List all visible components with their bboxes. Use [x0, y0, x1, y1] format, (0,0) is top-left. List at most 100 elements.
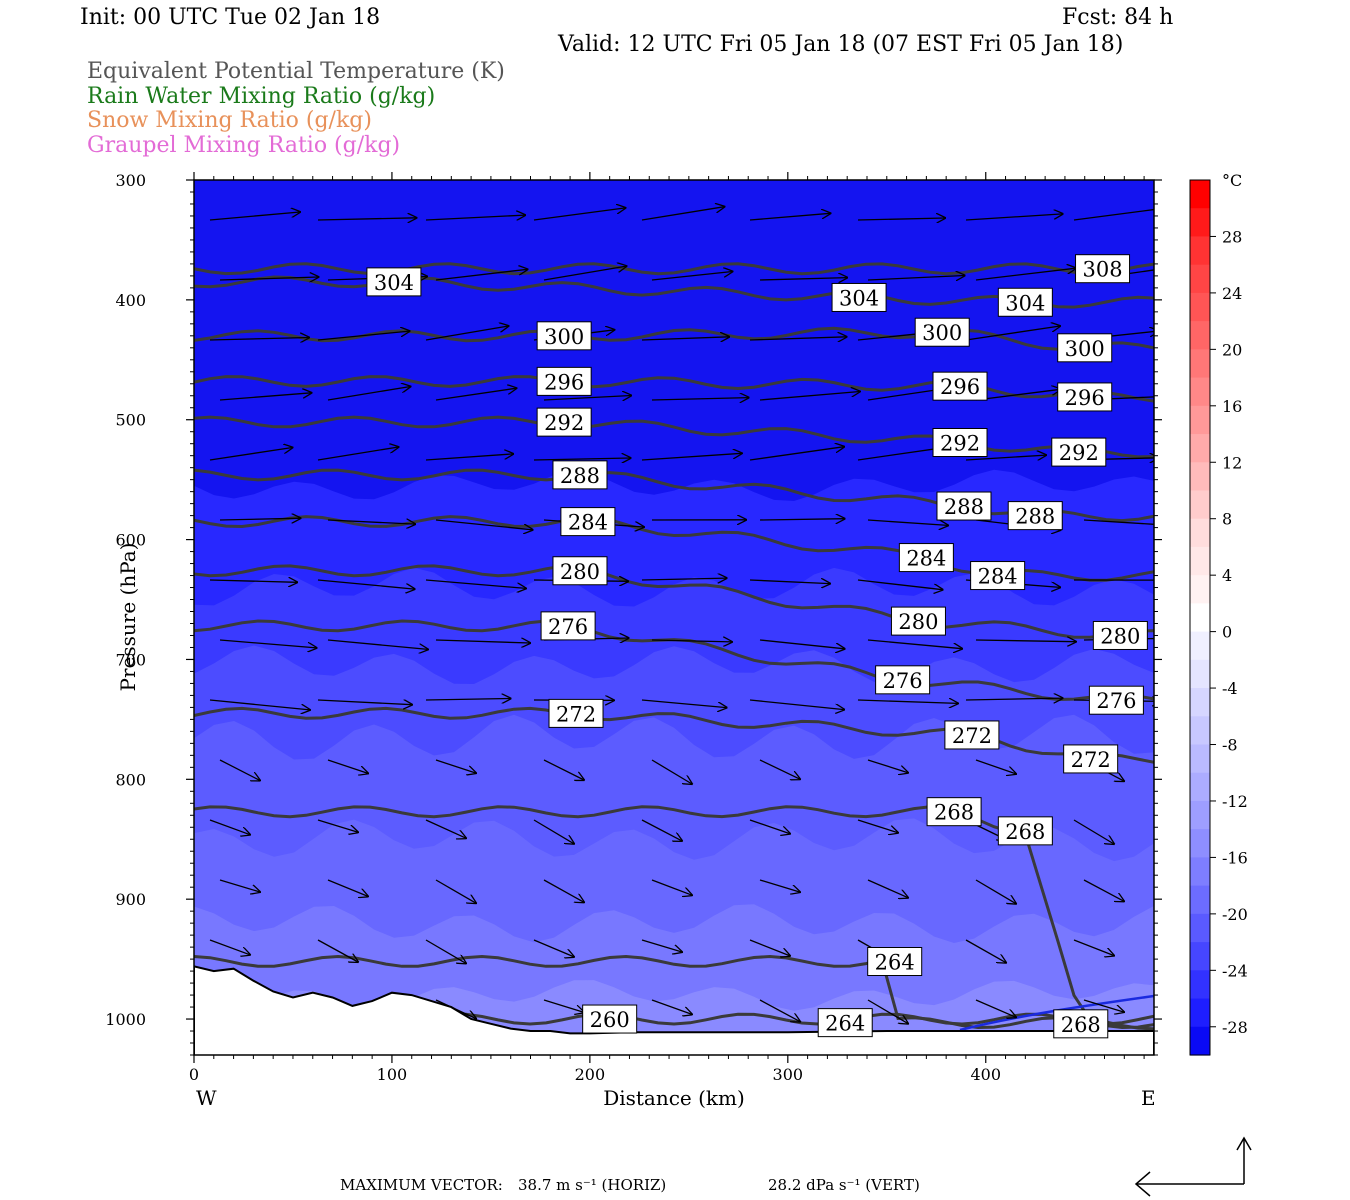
wind-vector — [435, 640, 530, 643]
plot-frame — [193, 179, 1155, 1056]
colorbar-swatch — [1190, 659, 1210, 689]
wind-vector — [543, 879, 584, 902]
colorbar-tick-label: -8 — [1222, 736, 1238, 755]
y-tick-label: 800 — [115, 770, 146, 789]
svg-text:308: 308 — [1082, 258, 1122, 282]
contour-label-300: 300 — [914, 317, 970, 347]
wind-vector — [1083, 999, 1124, 1012]
x-tick-label: 400 — [970, 1065, 1001, 1084]
colorbar-tick-label: 4 — [1222, 566, 1232, 585]
colorbar-swatch — [1190, 321, 1210, 350]
x-tick-label: 300 — [773, 1065, 804, 1084]
wind-vector — [209, 338, 309, 341]
svg-text:304: 304 — [374, 271, 414, 295]
contour-label-296: 296 — [932, 371, 988, 401]
colorbar-swatch — [1190, 913, 1210, 943]
colorbar-swatch — [1190, 772, 1210, 802]
wind-vector — [425, 454, 513, 461]
wind-vector — [209, 699, 310, 710]
wind-vector — [651, 640, 732, 642]
svg-text:300: 300 — [922, 321, 962, 345]
wind-vector — [209, 819, 250, 835]
svg-text:292: 292 — [544, 411, 584, 435]
wind-vector — [533, 458, 631, 460]
contour-label-276: 276 — [875, 665, 931, 695]
wind-vector — [219, 879, 260, 892]
max-vector-vert: 28.2 dPa s⁻¹ (VERT) — [768, 1176, 920, 1194]
wind-vector — [317, 331, 409, 341]
wind-vector — [857, 700, 958, 703]
svg-text:292: 292 — [1059, 441, 1099, 465]
wind-vector — [543, 266, 626, 281]
wind-vector — [425, 215, 525, 221]
wind-vector — [867, 999, 908, 1024]
wind-vector — [749, 447, 844, 461]
contour-label-288: 288 — [552, 460, 608, 490]
contour-label-284: 284 — [970, 561, 1026, 591]
wind-vector — [317, 579, 415, 589]
svg-text:304: 304 — [1005, 291, 1045, 315]
wind-vector — [857, 579, 943, 590]
wind-vector — [641, 578, 727, 580]
y-tick-label: 300 — [115, 171, 146, 190]
colorbar-swatch — [1190, 631, 1210, 661]
wind-vector — [1083, 879, 1124, 901]
colorbar-swatch — [1190, 970, 1210, 1000]
wind-vector — [759, 999, 800, 1022]
valid-time: Valid: 12 UTC Fri 05 Jan 18 (07 EST Fri … — [557, 32, 1123, 57]
svg-text:284: 284 — [568, 511, 608, 535]
wind-vector — [975, 759, 1016, 774]
colorbar-tick-label: 28 — [1222, 227, 1242, 246]
theta-e-contour-280 — [194, 564, 1154, 639]
svg-text:288: 288 — [944, 495, 984, 519]
contour-label-284: 284 — [560, 507, 616, 537]
svg-text:300: 300 — [544, 325, 584, 349]
wind-vector — [1073, 939, 1114, 956]
x-axis-east-label: E — [1141, 1086, 1156, 1110]
wind-vector — [435, 879, 476, 903]
colorbar-tick-label: -4 — [1222, 679, 1238, 698]
svg-text:296: 296 — [1065, 386, 1105, 410]
colorbar-tick-label: -16 — [1222, 848, 1248, 867]
colorbar-swatch — [1190, 829, 1210, 859]
wind-vector — [425, 699, 511, 701]
x-axis-title: Distance (km) — [603, 1086, 745, 1110]
colorbar-tick-label: 12 — [1222, 453, 1242, 472]
wind-vector — [543, 759, 584, 780]
svg-text:276: 276 — [548, 615, 588, 639]
colorbar-swatch — [1190, 180, 1210, 209]
colorbar-swatch — [1190, 462, 1210, 492]
svg-text:280: 280 — [560, 560, 600, 584]
wind-vector — [867, 519, 948, 525]
wind-vector — [533, 208, 625, 221]
colorbar-tick-label: -12 — [1222, 792, 1248, 811]
wind-vector — [435, 388, 516, 401]
wind-vector — [975, 999, 1016, 1017]
wind-vector — [425, 579, 526, 588]
colorbar-swatch — [1190, 575, 1210, 604]
svg-text:280: 280 — [898, 610, 938, 634]
theta-e-contour-268 — [194, 805, 1154, 1031]
max-vector-horiz: 38.7 m s⁻¹ (HORIZ) — [518, 1176, 666, 1194]
svg-text:292: 292 — [940, 432, 980, 456]
wind-vector — [965, 214, 1063, 221]
colorbar-swatch — [1190, 716, 1210, 746]
colorbar-swatch — [1190, 998, 1210, 1028]
wind-vector — [857, 448, 943, 461]
colorbar-tick-label: -20 — [1222, 905, 1248, 924]
wind-vector — [327, 387, 410, 401]
legend-rain: Rain Water Mixing Ratio (g/kg) — [87, 84, 435, 109]
colorbar-tick-label: 8 — [1222, 510, 1232, 529]
colorbar-swatch — [1190, 546, 1210, 576]
svg-text:296: 296 — [544, 370, 584, 394]
wind-vector — [975, 268, 1076, 281]
contour-label-300: 300 — [1057, 333, 1113, 363]
wind-vector — [867, 879, 908, 898]
wind-vector — [435, 759, 476, 773]
theta-e-contour-292 — [194, 415, 1154, 459]
wind-vector — [759, 639, 845, 649]
wind-vector — [425, 819, 466, 838]
contour-label-272: 272 — [944, 720, 1000, 750]
contour-label-268: 268 — [926, 797, 982, 827]
